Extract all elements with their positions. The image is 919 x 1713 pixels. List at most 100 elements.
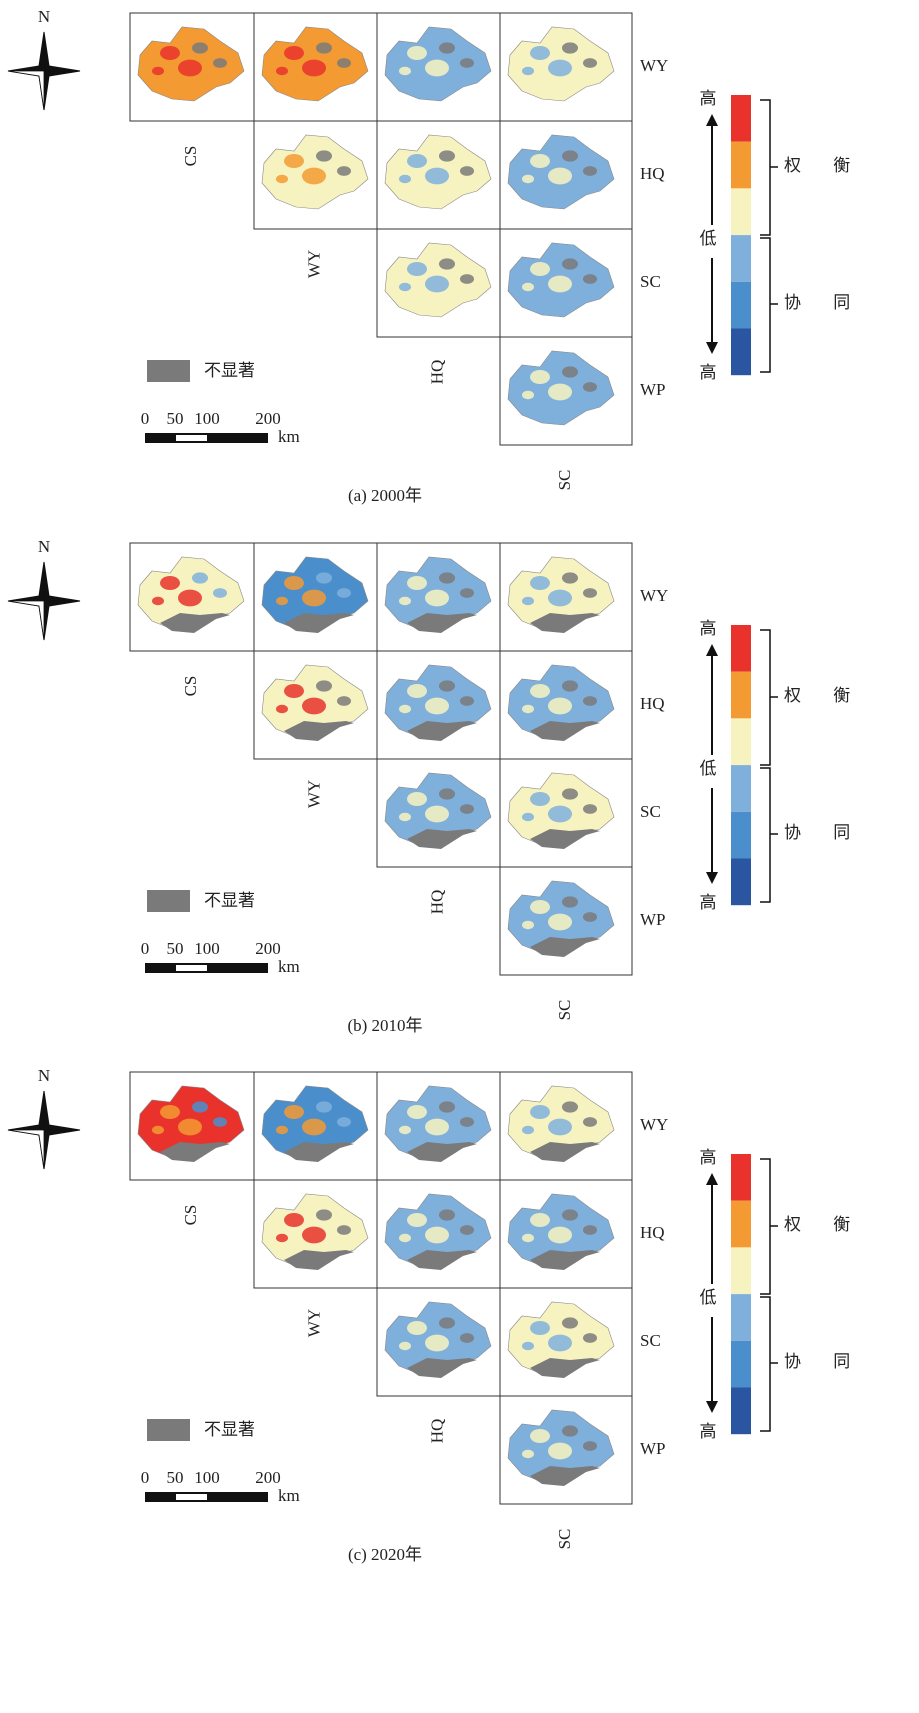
scale-tick: 200: [255, 409, 281, 428]
patch: [284, 1213, 304, 1227]
patch: [460, 588, 474, 598]
patch: [530, 1429, 550, 1443]
arrow-head: [706, 114, 718, 126]
patch: [530, 46, 550, 60]
patch: [399, 174, 411, 184]
patch: [178, 59, 202, 77]
legend-swatch: [731, 281, 751, 329]
legend-swatch: [731, 765, 751, 812]
map-cell: [129, 12, 255, 122]
patch: [399, 1341, 411, 1351]
patch: [407, 262, 427, 276]
legend-swatch: [731, 858, 751, 906]
map-cell: [499, 228, 633, 338]
map-cell: [253, 542, 378, 652]
patch: [316, 150, 332, 162]
legend-synergy: 协 同: [784, 293, 864, 312]
map-cell: [129, 1071, 255, 1181]
ns-label: 不显著: [204, 891, 255, 910]
legend-swatch: [731, 1340, 751, 1388]
map-cell: [129, 542, 255, 652]
patch: [425, 1118, 449, 1136]
legend-swatch: [731, 235, 751, 282]
map-cell: [499, 336, 633, 446]
scale-tick: 50: [167, 939, 184, 958]
patch: [302, 1118, 326, 1136]
patch: [276, 66, 288, 76]
region-gray: [284, 613, 354, 633]
ns-swatch: [147, 890, 190, 912]
ns-label: 不显著: [204, 1420, 255, 1439]
caption: (a) 2000年: [348, 486, 422, 505]
row-label: HQ: [640, 164, 665, 183]
patch: [522, 704, 534, 714]
patch: [522, 812, 534, 822]
patch: [530, 154, 550, 168]
patch: [302, 697, 326, 715]
row-label: WY: [640, 586, 668, 605]
patch: [439, 1317, 455, 1329]
legend-high: 高: [700, 89, 717, 108]
patch: [316, 42, 332, 54]
patch: [548, 1118, 572, 1136]
patch: [522, 1341, 534, 1351]
patch: [425, 1334, 449, 1352]
map-cell: [499, 12, 633, 122]
compass-light: [7, 32, 80, 111]
arrow-head: [706, 1401, 718, 1413]
patch: [522, 596, 534, 606]
region-gray: [160, 613, 230, 633]
ns-swatch: [147, 1419, 190, 1441]
map-cell: [499, 120, 633, 230]
patch: [548, 383, 572, 401]
map-cell: [376, 542, 501, 652]
scale-bar-white: [176, 435, 207, 441]
patch: [302, 1226, 326, 1244]
map-cell: [253, 650, 378, 760]
region-gray: [530, 721, 600, 741]
patch: [562, 572, 578, 584]
row-label: SC: [640, 1331, 661, 1350]
region-gray: [530, 1466, 600, 1486]
patch: [316, 680, 332, 692]
patch: [522, 1449, 534, 1459]
region-gray: [284, 1250, 354, 1270]
scale-unit: km: [278, 957, 300, 976]
patch: [276, 704, 288, 714]
patch: [460, 696, 474, 706]
patch: [284, 684, 304, 698]
panel: WY CS HQ WY SC HQ WP SC (a) 2000年 N 不显著 0 50 100 200km…: [7, 7, 864, 505]
patch: [425, 1226, 449, 1244]
patch: [276, 174, 288, 184]
region-gray: [407, 1358, 477, 1378]
patch: [213, 588, 227, 598]
north-label: N: [38, 537, 50, 556]
patch: [160, 576, 180, 590]
map-cell: [376, 12, 501, 122]
patch: [302, 59, 326, 77]
legend-swatch: [731, 1154, 751, 1201]
legend-tradeoff: 权 衡: [784, 156, 864, 175]
patch: [439, 788, 455, 800]
patch: [530, 684, 550, 698]
scale-tick: 0: [141, 1468, 150, 1487]
column-label: SC: [555, 1000, 574, 1021]
map-cell: [253, 12, 378, 122]
patch: [337, 166, 351, 176]
scale-unit: km: [278, 427, 300, 446]
caption: (c) 2020年: [348, 1545, 422, 1564]
patch: [583, 804, 597, 814]
caption: (b) 2010年: [347, 1016, 422, 1035]
patch: [399, 812, 411, 822]
patch: [439, 150, 455, 162]
compass-light: [7, 1091, 80, 1170]
patch: [548, 1226, 572, 1244]
patch: [399, 66, 411, 76]
patch: [439, 258, 455, 270]
column-label: WY: [304, 250, 323, 278]
scale-tick: 200: [255, 939, 281, 958]
patch: [152, 66, 164, 76]
bracket: [760, 99, 778, 236]
legend-high: 高: [700, 893, 717, 912]
scale-tick: 50: [167, 1468, 184, 1487]
